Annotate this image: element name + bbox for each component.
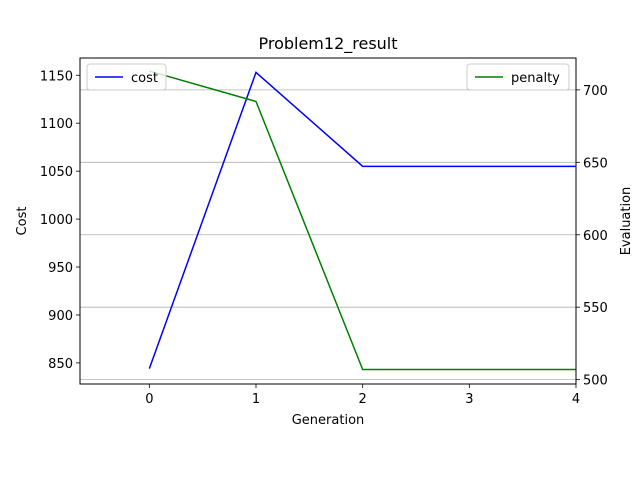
legend-cost-label: cost: [131, 71, 158, 86]
legend-penalty-label: penalty: [511, 71, 560, 86]
grid-lines: [80, 89, 576, 381]
y-right-tick-label: 700: [583, 84, 608, 99]
x-tick-label: 1: [252, 392, 260, 407]
y-right-tick-label: 550: [583, 301, 608, 316]
y-left-tick-label: 1050: [40, 165, 73, 180]
legend-penalty: penalty: [466, 63, 570, 91]
x-tick-label: 0: [145, 392, 153, 407]
legend-box: [86, 63, 167, 91]
x-tick-label: 4: [572, 392, 580, 407]
y-left-tick-label: 950: [48, 261, 73, 276]
y-axis-right-label: Evaluation: [619, 187, 634, 256]
x-axis: 0 1 2 3 4: [145, 384, 580, 407]
y-right-tick-label: 600: [583, 229, 608, 244]
legend-cost: cost: [86, 63, 167, 91]
plot-frame: [79, 57, 577, 385]
y-right-tick-label: 650: [583, 156, 608, 171]
y-axis-left: 850 900 950 1000 1050 1100 1150: [40, 69, 80, 372]
y-left-tick-label: 1000: [40, 213, 73, 228]
series-line-cost: [148, 71, 576, 369]
x-axis-label: Generation: [292, 413, 365, 428]
y-left-tick-label: 1100: [40, 117, 73, 132]
x-tick-label: 3: [465, 392, 473, 407]
series-line-penalty: [149, 70, 576, 371]
y-left-tick-label: 1150: [40, 69, 73, 84]
y-left-tick-label: 850: [48, 357, 73, 372]
x-tick-label: 2: [359, 392, 367, 407]
y-axis-right: 500 550 600 650 700: [576, 84, 608, 389]
legend-box: [466, 63, 570, 91]
y-left-tick-label: 900: [48, 309, 73, 324]
y-axis-left-label: Cost: [15, 207, 30, 236]
chart-title: Problem12_result: [258, 34, 397, 54]
y-right-tick-label: 500: [583, 374, 608, 389]
series-lines: [148, 70, 576, 371]
